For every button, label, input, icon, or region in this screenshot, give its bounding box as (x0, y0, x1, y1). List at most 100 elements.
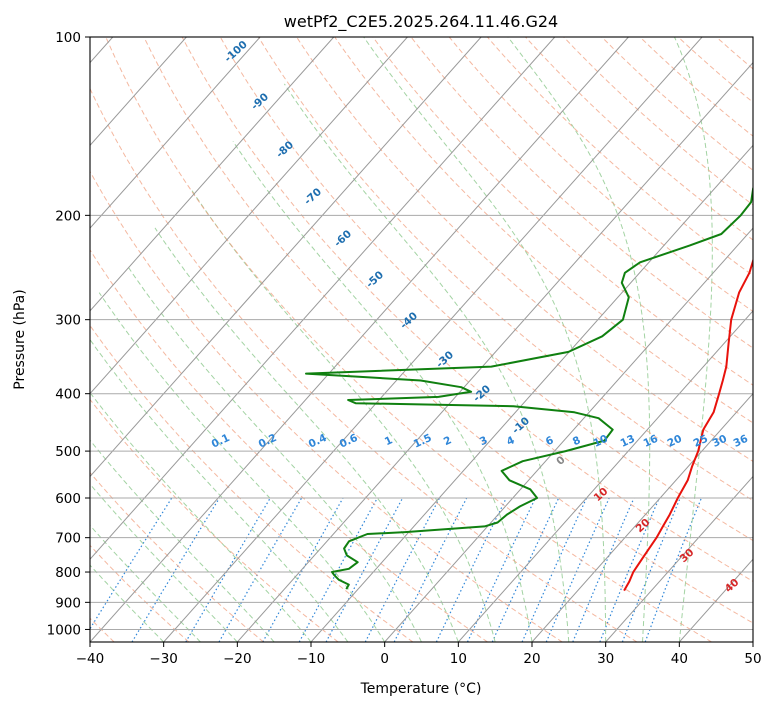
y-tick-label: 300 (55, 313, 81, 329)
isotherm-line (163, 37, 703, 642)
dry-adiabat-line (90, 544, 190, 642)
y-axis-label: Pressure (hPa) (12, 289, 28, 389)
moist-adiabat-line (363, 37, 607, 642)
dry-adiabat-label: 40 (723, 576, 742, 595)
mixing-ratio-line (545, 497, 610, 642)
moist-adiabat-line (90, 391, 312, 642)
isotherm-line (531, 392, 753, 642)
x-tick-label: −30 (149, 651, 178, 667)
mixing-ratio-label: 0.4 (307, 432, 329, 451)
moist-adiabat-line (90, 338, 349, 642)
mixing-ratio-line (599, 497, 660, 642)
x-axis-ticks: −40 −30 −20 −10 0 10 20 30 40 50 (76, 642, 762, 667)
dewpoint-line (305, 186, 753, 590)
x-tick-label: −40 (76, 651, 105, 667)
mixing-ratio-line (572, 497, 635, 642)
moist-adiabat-line (507, 37, 651, 642)
mixing-ratio-label: 25 (692, 433, 710, 450)
isotherm-line (90, 37, 629, 642)
moist-adiabat-line (128, 267, 422, 642)
mixing-ratio-label: 0.6 (338, 432, 360, 451)
x-tick-label: 0 (380, 651, 389, 667)
mixing-ratio-line (521, 497, 588, 642)
mixing-ratio-label: 36 (732, 433, 750, 450)
y-tick-label: 700 (55, 531, 81, 547)
mixing-ratio-line (393, 497, 468, 642)
y-tick-label: 900 (55, 595, 81, 611)
mixing-ratio-line (90, 497, 173, 630)
mixing-ratio-label: 0.2 (257, 432, 279, 451)
mixing-ratio-label: 13 (619, 433, 637, 450)
isotherm-line (605, 475, 753, 642)
line-labels: -100-90-80-70-60-50-40-30-20-10010203040… (210, 39, 750, 596)
dry-adiabat-line (257, 37, 753, 502)
x-tick-label: 40 (671, 651, 688, 667)
mixing-ratio-label: 8 (571, 434, 583, 448)
isotherm-line (384, 227, 753, 642)
y-tick-label: 1000 (47, 622, 81, 638)
moist-adiabat-line (98, 292, 386, 642)
dry-adiabat-label: -10 (510, 415, 532, 437)
x-tick-label: −20 (223, 651, 252, 667)
isotherm-line (90, 37, 261, 229)
mixing-ratio-line (644, 497, 702, 642)
mixing-ratio-line (262, 497, 344, 642)
dry-adiabat-line (525, 37, 753, 241)
mixing-ratio-label: 30 (711, 433, 729, 450)
dry-adiabat-line (410, 37, 753, 349)
mixing-ratio-line (435, 497, 507, 642)
moist-adiabat-line (90, 439, 275, 642)
dry-adiabat-line (487, 37, 753, 277)
dry-adiabat-label: -80 (274, 139, 296, 161)
plot-area: -100-90-80-70-60-50-40-30-20-10010203040… (90, 37, 775, 642)
dry-adiabat-label: 0 (554, 454, 567, 468)
isotherm-line (90, 37, 335, 312)
dry-adiabat-line (755, 37, 775, 642)
plot-frame (89, 36, 754, 643)
mixing-ratio-label: 16 (642, 433, 660, 450)
mixing-ratio-line (364, 497, 441, 642)
isotherm-line (236, 61, 753, 642)
moist-adiabat-line (674, 37, 713, 642)
x-axis-label: Temperature (°C) (360, 681, 482, 697)
dry-adiabat-line (296, 37, 753, 462)
mixing-ratio-line (298, 497, 378, 642)
dry-adiabat-line (90, 170, 563, 642)
isotherm-line (457, 310, 753, 642)
dry-adiabat-line (143, 37, 753, 624)
dry-adiabat-label: -20 (471, 383, 493, 405)
mixing-ratio-line (131, 497, 220, 642)
dry-adiabat-label: -60 (332, 228, 354, 250)
dry-adiabats (90, 37, 775, 642)
mixing-ratio-label: 10 (592, 433, 610, 450)
mixing-ratio-line (325, 497, 404, 642)
moist-adiabat-line (283, 83, 570, 642)
mixing-ratio-label: 3 (478, 434, 490, 448)
moist-adiabats (90, 37, 713, 642)
x-tick-label: 30 (597, 651, 614, 667)
mixing-ratio-line (621, 497, 681, 642)
x-tick-label: 50 (744, 651, 761, 667)
isotherm-line (90, 37, 556, 560)
dry-adiabat-label: -40 (398, 310, 420, 332)
y-tick-label: 100 (55, 30, 81, 46)
dry-adiabat-line (181, 37, 753, 582)
moist-adiabat-line (189, 187, 496, 642)
dry-adiabat-line (715, 37, 753, 70)
mixing-ratio-label: 1 (383, 434, 395, 448)
isotherms (90, 37, 753, 642)
mixing-ratio-label: 0.1 (210, 432, 232, 451)
mixing-ratio-lines (90, 497, 702, 642)
y-tick-label: 600 (55, 491, 81, 507)
chart-title: wetPf2_C2E5.2025.264.11.46.G24 (284, 12, 558, 32)
mixing-ratio-label: 2 (442, 434, 454, 448)
profile-series (305, 186, 753, 592)
y-axis-ticks: 100 200 300 400 500 600 700 800 900 1000 (47, 30, 90, 638)
dry-adiabat-line (90, 471, 264, 642)
temperature-line (623, 257, 753, 592)
isotherm-line (90, 37, 187, 147)
dry-adiabat-line (90, 248, 488, 642)
x-tick-label: −10 (297, 651, 326, 667)
dry-adiabat-label: -100 (222, 39, 250, 66)
